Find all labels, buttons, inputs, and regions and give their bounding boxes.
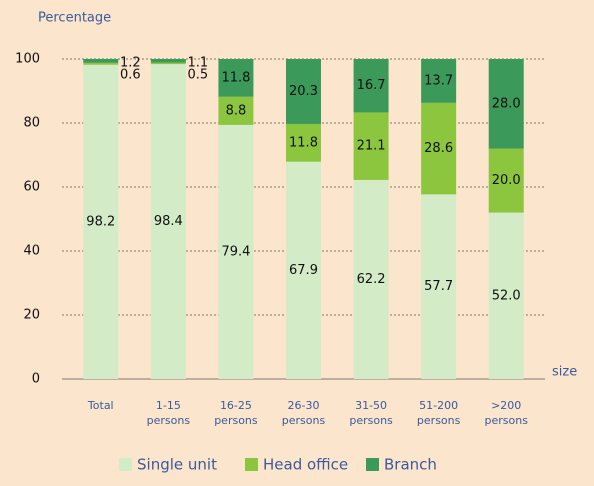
x-tick-label-line: persons <box>417 414 461 427</box>
bar-segment <box>286 123 321 162</box>
data-label: 67.9 <box>289 263 318 278</box>
x-tick-label: 26-30 persons <box>282 399 326 427</box>
legend-swatch <box>366 458 379 471</box>
data-label: 1.1 <box>188 56 209 71</box>
data-label: 20.3 <box>289 84 318 99</box>
data-label: 11.8 <box>221 70 250 85</box>
data-label: 62.2 <box>357 272 386 287</box>
data-label: 1.2 <box>120 56 141 71</box>
data-label: 28.6 <box>424 141 453 156</box>
legend-label: Head office <box>263 456 348 474</box>
data-label: 8.8 <box>226 103 247 118</box>
x-tick-label-line: 16-25 <box>220 399 252 412</box>
data-label: 52.0 <box>492 288 521 303</box>
bar-segment <box>83 59 119 63</box>
legend-swatch <box>245 458 258 471</box>
x-tick-label-line: 31-50 <box>355 399 387 412</box>
data-label: 98.2 <box>86 214 115 229</box>
data-label: 16.7 <box>357 78 386 93</box>
bar-segment <box>150 62 186 65</box>
bar-segment <box>353 179 389 379</box>
x-tick-label-line: persons <box>349 414 393 427</box>
bar-segment <box>421 102 457 195</box>
bar-segment <box>286 59 321 124</box>
x-tick-label: 1-15 persons <box>147 399 191 427</box>
x-tick-label-line: persons <box>484 414 528 427</box>
bar-segment <box>218 96 254 125</box>
data-label: 11.8 <box>289 135 318 150</box>
legend-label: Single unit <box>137 456 217 474</box>
legend-label: Branch <box>384 456 437 474</box>
legend-swatch <box>119 458 132 471</box>
data-label: 20.0 <box>492 173 521 188</box>
x-tick-label-line: 51-200 <box>419 399 458 412</box>
bar-segment <box>218 59 254 97</box>
data-label: 98.4 <box>154 214 183 229</box>
x-tick-label-line: >200 <box>491 399 521 412</box>
bar-segment <box>83 64 119 379</box>
x-tick-label-line: persons <box>282 414 326 427</box>
bar-segment <box>421 59 457 103</box>
x-tick-label: 51-200 persons <box>417 399 461 427</box>
data-label: 57.7 <box>424 279 453 294</box>
y-tick-label: 0 <box>32 372 40 387</box>
bar-segment <box>150 59 186 63</box>
x-tick-label: Total <box>87 399 114 412</box>
x-tick-label: 31-50 persons <box>349 399 393 427</box>
bar-segment <box>286 161 321 379</box>
bar-segment <box>488 148 524 213</box>
x-tick-label-line: 1-15 <box>156 399 181 412</box>
bar-segment <box>353 59 389 113</box>
y-tick-label: 40 <box>23 244 40 259</box>
x-tick-label: 16-25 persons <box>214 399 258 427</box>
bar-segment <box>353 112 389 180</box>
data-label: 79.4 <box>221 244 250 259</box>
bar-segment <box>218 124 254 379</box>
y-tick-label: 60 <box>23 180 40 195</box>
bar-segment <box>421 194 457 379</box>
data-label: 13.7 <box>424 73 453 88</box>
x-axis-label: size <box>552 365 577 380</box>
bar-segment <box>488 212 524 379</box>
data-label: 0.5 <box>188 68 209 83</box>
bar-segment <box>150 64 186 380</box>
x-tick-label-line: 26-30 <box>288 399 320 412</box>
y-tick-label: 80 <box>23 116 40 131</box>
bar-segment <box>83 62 119 65</box>
y-tick-label: 20 <box>23 308 40 323</box>
data-label: 21.1 <box>357 139 386 154</box>
data-label: 0.6 <box>120 68 141 83</box>
bar-segment <box>488 59 524 149</box>
x-tick-label-line: persons <box>214 414 258 427</box>
y-axis-label: Percentage <box>38 11 111 26</box>
x-tick-label-line: persons <box>147 414 191 427</box>
data-label: 28.0 <box>492 96 521 111</box>
y-tick-label: 100 <box>15 52 40 67</box>
x-tick-label-line: Total <box>87 399 114 412</box>
x-tick-label: >200 persons <box>484 399 528 427</box>
